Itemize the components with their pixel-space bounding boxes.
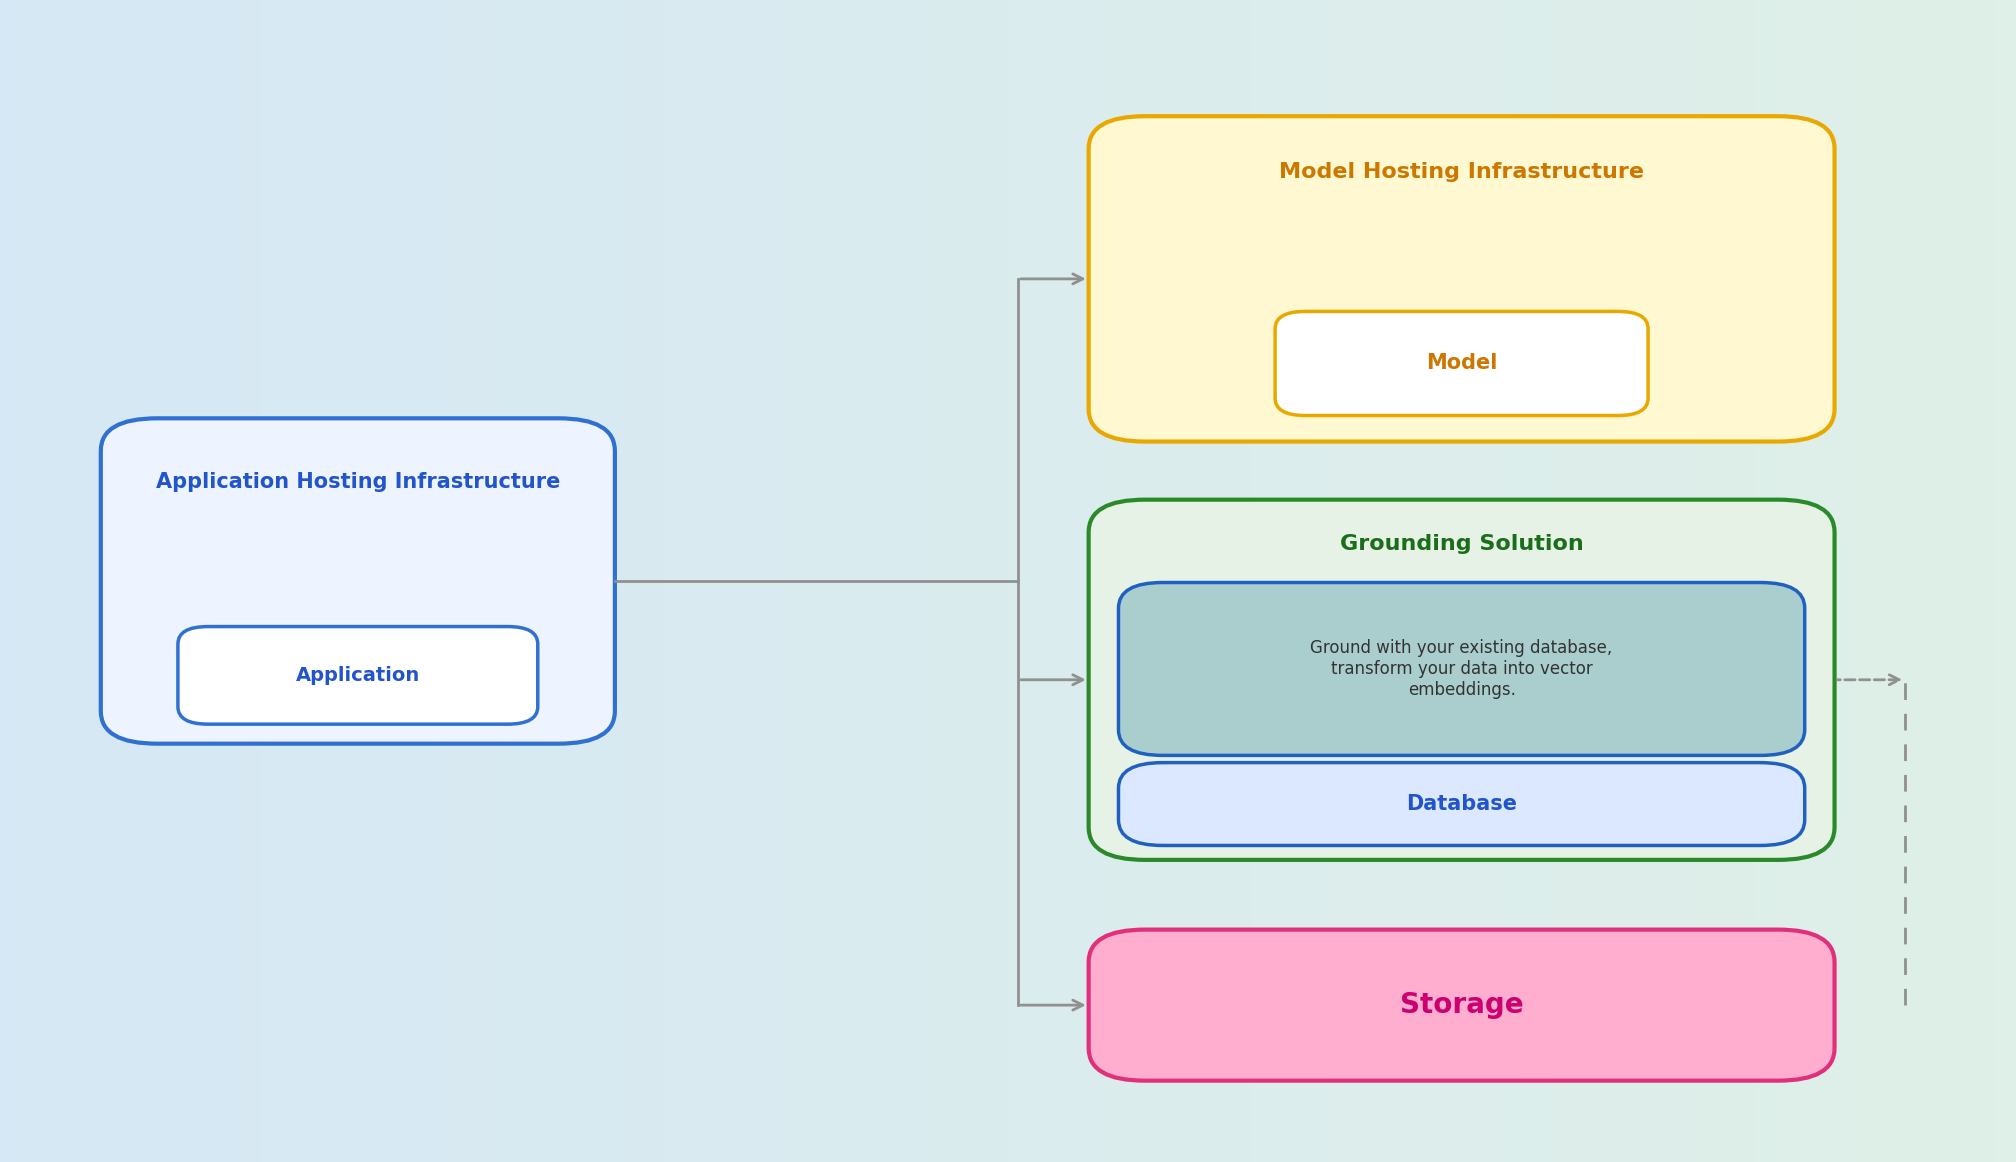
Text: Application: Application — [296, 666, 419, 684]
Text: Application Hosting Infrastructure: Application Hosting Infrastructure — [155, 472, 560, 493]
Text: Grounding Solution: Grounding Solution — [1341, 533, 1583, 554]
FancyBboxPatch shape — [1276, 311, 1649, 416]
FancyBboxPatch shape — [1119, 762, 1804, 846]
FancyBboxPatch shape — [101, 418, 615, 744]
FancyBboxPatch shape — [1119, 582, 1804, 755]
FancyBboxPatch shape — [1089, 500, 1835, 860]
FancyBboxPatch shape — [1089, 116, 1835, 442]
Text: Model Hosting Infrastructure: Model Hosting Infrastructure — [1278, 162, 1645, 182]
FancyBboxPatch shape — [177, 626, 538, 724]
Text: Storage: Storage — [1399, 991, 1524, 1019]
Text: Database: Database — [1405, 794, 1518, 815]
Text: Model: Model — [1425, 353, 1498, 373]
Text: Ground with your existing database,
transform your data into vector
embeddings.: Ground with your existing database, tran… — [1310, 639, 1613, 698]
FancyBboxPatch shape — [1089, 930, 1835, 1081]
